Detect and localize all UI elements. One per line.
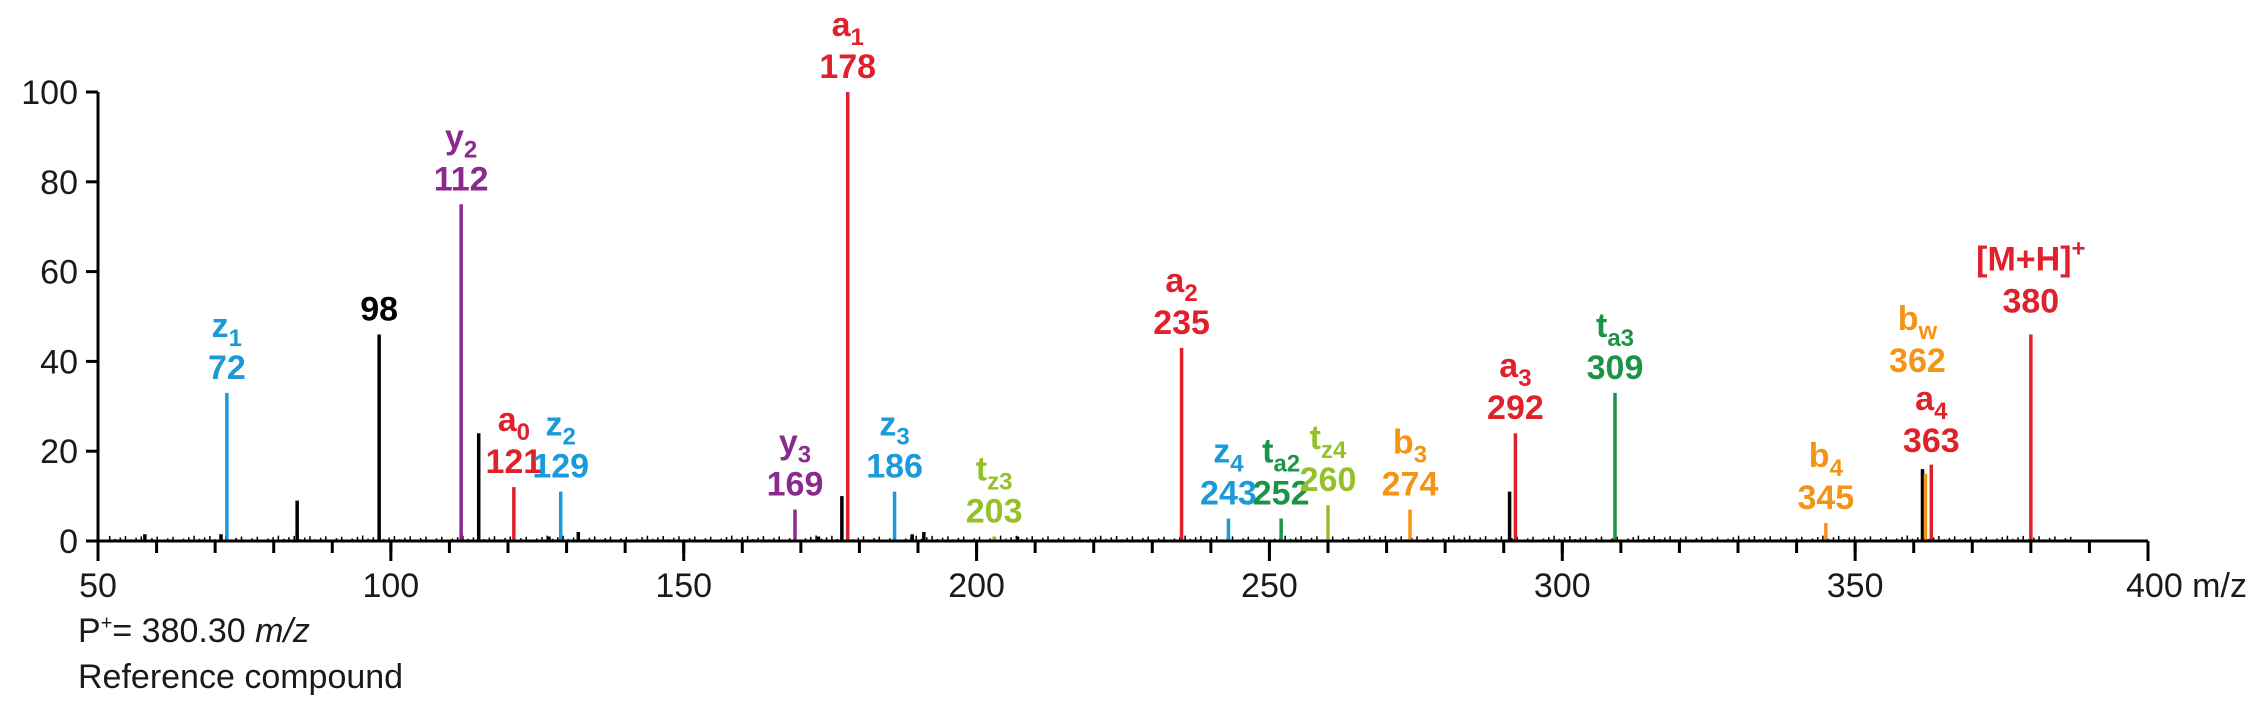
peak-label-value: 203 (966, 493, 1023, 531)
peak-label-ion: ta2 (1262, 433, 1300, 478)
peak-label-value: 292 (1487, 389, 1544, 427)
peak-label-value: 129 (532, 448, 589, 486)
peak-label-ion: a0 (498, 401, 530, 446)
peak-label-value: 243 (1200, 475, 1257, 513)
x-tick-label: 200 (948, 567, 1005, 605)
peak-label-value: 309 (1587, 349, 1644, 387)
peak-label-value: 72 (208, 349, 246, 387)
peak-label-ion: y2 (445, 118, 477, 163)
peak-label-value: 380 (2002, 282, 2059, 320)
peak-label-value: 178 (819, 48, 876, 86)
y-tick-label: 60 (40, 254, 78, 292)
precursor-value: = 380.30 (112, 612, 256, 650)
peak-label-value: 121 (485, 443, 542, 481)
peak-label-ion: y3 (779, 424, 811, 469)
peak-label-ion: tz4 (1310, 419, 1347, 464)
x-tick-label: 50 (79, 567, 117, 605)
peak-label-value: 274 (1382, 466, 1439, 504)
peak-label-ion: z1 (212, 307, 242, 352)
precursor-symbol: P (78, 612, 101, 650)
peak-label-ion: b4 (1809, 437, 1844, 482)
peak-label-value: 98 (360, 290, 398, 328)
x-tick-label: 400 m/z (2126, 567, 2247, 605)
mass-spectrum-chart: 72z198112y2121a0129z2169y3178a1186z3203t… (21, 6, 2247, 605)
peak-label-ion: z3 (879, 406, 909, 451)
peak-label-ion: [M+H]+ (1976, 235, 2085, 278)
precursor-info: P+= 380.30 m/z (78, 612, 310, 651)
peak-label-ion: a1 (832, 6, 864, 51)
y-tick-label: 80 (40, 164, 78, 202)
peak-label-value: 186 (866, 448, 923, 486)
peak-label-ion: a2 (1165, 262, 1197, 307)
y-tick-label: 0 (59, 523, 78, 561)
peak-label-value: 260 (1300, 461, 1357, 499)
y-tick-label: 100 (21, 74, 78, 112)
y-tick-label: 40 (40, 343, 78, 381)
peak-label-ion: bw (1898, 300, 1938, 345)
precursor-charge: + (100, 612, 113, 635)
peak-label-value: 363 (1903, 422, 1960, 460)
peak-label-ion: b3 (1393, 424, 1427, 469)
peak-label-value: 235 (1153, 304, 1210, 342)
x-tick-label: 250 (1241, 567, 1298, 605)
y-tick-label: 20 (40, 433, 78, 471)
peak-label-ion: tz3 (976, 451, 1013, 496)
peak-label-value: 112 (434, 160, 489, 198)
peak-label-ion: a4 (1915, 380, 1948, 425)
peak-label-value: 345 (1797, 479, 1854, 517)
peak-label-value: 169 (767, 466, 824, 504)
peak-label-ion: ta3 (1596, 307, 1634, 352)
peak-label-value: 252 (1253, 475, 1310, 513)
x-tick-label: 300 (1534, 567, 1591, 605)
peak-label-ion: z2 (546, 406, 576, 451)
x-tick-label: 350 (1827, 567, 1884, 605)
precursor-unit: m/z (255, 612, 310, 650)
peak-label-value: 362 (1889, 342, 1946, 380)
compound-label: Reference compound (78, 658, 404, 696)
peak-label-ion: a3 (1499, 347, 1531, 392)
peak-label-ion: z4 (1213, 433, 1244, 478)
x-tick-label: 150 (655, 567, 712, 605)
x-tick-label: 100 (362, 567, 419, 605)
